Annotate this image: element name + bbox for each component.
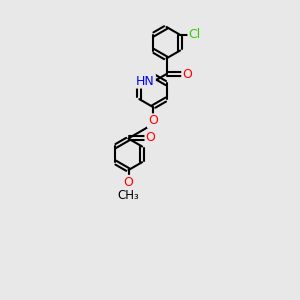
Text: O: O bbox=[148, 114, 158, 128]
Text: O: O bbox=[146, 131, 155, 144]
Text: O: O bbox=[124, 176, 134, 189]
Text: Cl: Cl bbox=[188, 28, 201, 41]
Text: CH₃: CH₃ bbox=[118, 189, 140, 202]
Text: O: O bbox=[182, 68, 192, 80]
Text: HN: HN bbox=[136, 75, 155, 88]
